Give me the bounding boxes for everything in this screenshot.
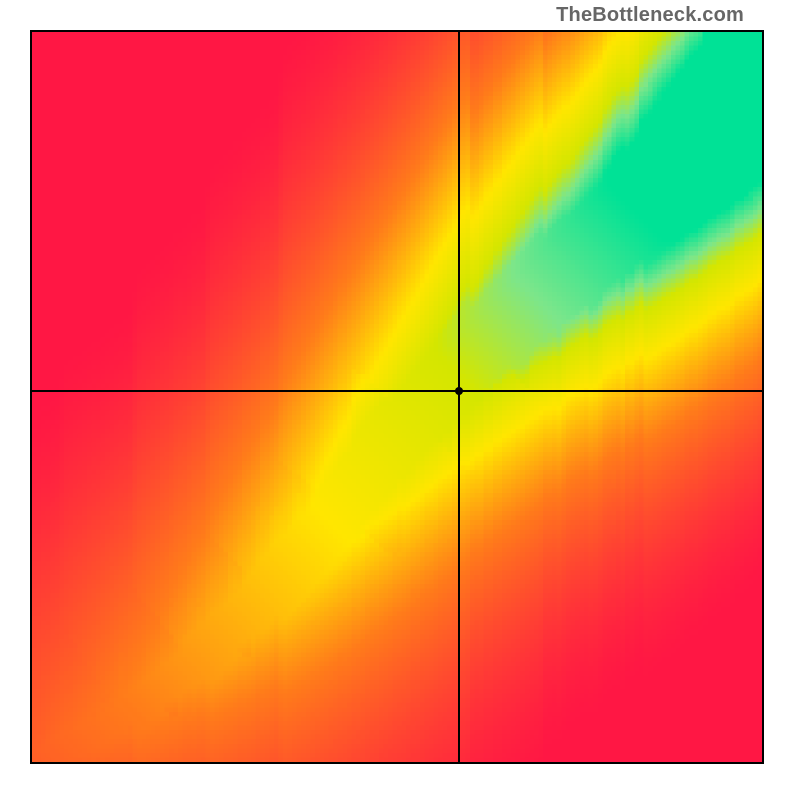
watermark-text: TheBottleneck.com (556, 4, 744, 27)
crosshair-vertical (458, 32, 460, 762)
heatmap-canvas (32, 32, 762, 762)
crosshair-horizontal (32, 390, 762, 392)
crosshair-point (455, 387, 463, 395)
